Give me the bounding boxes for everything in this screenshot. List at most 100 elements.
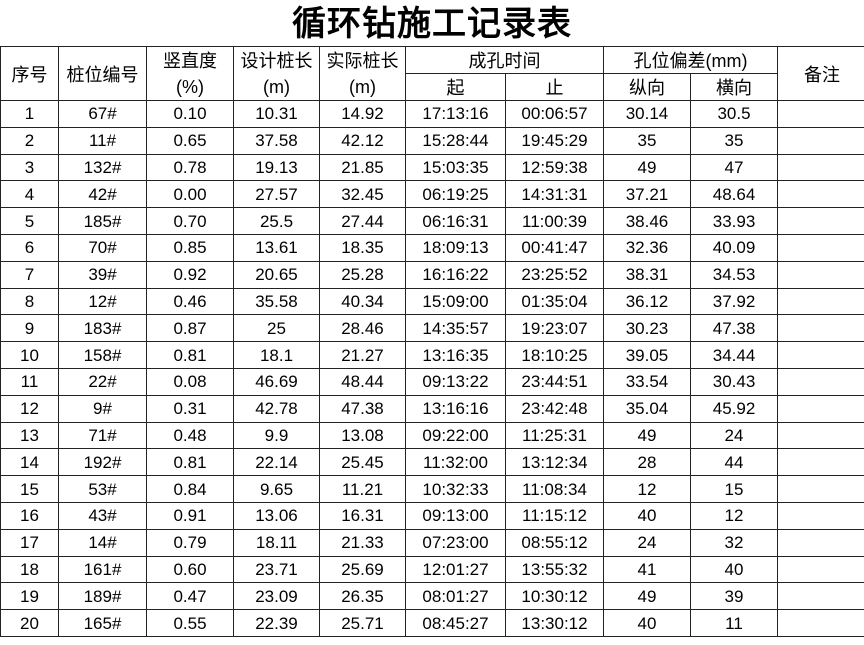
cell-transverse-dev[interactable]: 34.53 <box>689 260 779 289</box>
cell-design-length[interactable]: 18.11 <box>233 528 320 557</box>
cell-start-time[interactable]: 07:23:00 <box>405 528 506 557</box>
cell-pile-no[interactable]: 185# <box>58 207 147 235</box>
cell-start-time[interactable]: 15:09:00 <box>405 287 506 316</box>
cell-end-time[interactable]: 19:45:29 <box>505 126 604 155</box>
cell-remarks[interactable] <box>777 448 864 477</box>
cell-actual-length[interactable]: 16.31 <box>319 501 406 530</box>
cell-pile-no[interactable]: 53# <box>58 475 147 503</box>
cell-actual-length[interactable]: 21.85 <box>319 153 406 182</box>
cell-remarks[interactable] <box>777 126 864 155</box>
cell-longitudinal-dev[interactable]: 38.46 <box>603 207 691 235</box>
cell-start-time[interactable]: 15:28:44 <box>405 126 506 155</box>
cell-longitudinal-dev[interactable]: 30.23 <box>603 314 691 343</box>
cell-verticality[interactable]: 0.87 <box>146 314 234 343</box>
cell-remarks[interactable] <box>777 475 864 503</box>
cell-design-length[interactable]: 9.65 <box>233 475 320 503</box>
cell-design-length[interactable]: 19.13 <box>233 153 320 182</box>
cell-transverse-dev[interactable]: 40.09 <box>689 233 779 262</box>
cell-remarks[interactable] <box>777 100 864 128</box>
cell-remarks[interactable] <box>777 394 864 423</box>
cell-verticality[interactable]: 0.00 <box>146 180 234 209</box>
cell-start-time[interactable]: 13:16:35 <box>405 341 506 369</box>
cell-index[interactable]: 2 <box>0 126 59 155</box>
cell-index[interactable]: 14 <box>0 448 59 477</box>
cell-remarks[interactable] <box>777 260 864 289</box>
cell-remarks[interactable] <box>777 314 864 343</box>
cell-longitudinal-dev[interactable]: 24 <box>603 528 691 557</box>
cell-end-time[interactable]: 01:35:04 <box>505 287 604 316</box>
cell-pile-no[interactable]: 11# <box>58 126 147 155</box>
cell-pile-no[interactable]: 71# <box>58 421 147 450</box>
cell-start-time[interactable]: 09:22:00 <box>405 421 506 450</box>
cell-pile-no[interactable]: 165# <box>58 609 147 637</box>
cell-actual-length[interactable]: 25.71 <box>319 609 406 637</box>
cell-index[interactable]: 3 <box>0 153 59 182</box>
cell-longitudinal-dev[interactable]: 32.36 <box>603 233 691 262</box>
cell-remarks[interactable] <box>777 501 864 530</box>
cell-index[interactable]: 18 <box>0 555 59 584</box>
cell-pile-no[interactable]: 183# <box>58 314 147 343</box>
cell-start-time[interactable]: 09:13:00 <box>405 501 506 530</box>
cell-design-length[interactable]: 46.69 <box>233 367 320 396</box>
cell-start-time[interactable]: 15:03:35 <box>405 153 506 182</box>
cell-transverse-dev[interactable]: 44 <box>689 448 779 477</box>
cell-remarks[interactable] <box>777 582 864 611</box>
cell-start-time[interactable]: 13:16:16 <box>405 394 506 423</box>
cell-end-time[interactable]: 08:55:12 <box>505 528 604 557</box>
cell-actual-length[interactable]: 27.44 <box>319 207 406 235</box>
cell-remarks[interactable] <box>777 207 864 235</box>
cell-start-time[interactable]: 10:32:33 <box>405 475 506 503</box>
cell-transverse-dev[interactable]: 40 <box>689 555 779 584</box>
cell-index[interactable]: 16 <box>0 501 59 530</box>
cell-verticality[interactable]: 0.85 <box>146 233 234 262</box>
cell-transverse-dev[interactable]: 45.92 <box>689 394 779 423</box>
cell-index[interactable]: 15 <box>0 475 59 503</box>
cell-transverse-dev[interactable]: 30.43 <box>689 367 779 396</box>
cell-remarks[interactable] <box>777 287 864 316</box>
cell-verticality[interactable]: 0.84 <box>146 475 234 503</box>
cell-pile-no[interactable]: 9# <box>58 394 147 423</box>
cell-end-time[interactable]: 23:25:52 <box>505 260 604 289</box>
cell-start-time[interactable]: 18:09:13 <box>405 233 506 262</box>
cell-transverse-dev[interactable]: 34.44 <box>689 341 779 369</box>
cell-actual-length[interactable]: 26.35 <box>319 582 406 611</box>
cell-design-length[interactable]: 25 <box>233 314 320 343</box>
cell-remarks[interactable] <box>777 233 864 262</box>
cell-pile-no[interactable]: 14# <box>58 528 147 557</box>
cell-transverse-dev[interactable]: 24 <box>689 421 779 450</box>
cell-verticality[interactable]: 0.78 <box>146 153 234 182</box>
cell-transverse-dev[interactable]: 37.92 <box>689 287 779 316</box>
cell-end-time[interactable]: 14:31:31 <box>505 180 604 209</box>
cell-design-length[interactable]: 22.14 <box>233 448 320 477</box>
cell-verticality[interactable]: 0.81 <box>146 341 234 369</box>
cell-verticality[interactable]: 0.48 <box>146 421 234 450</box>
cell-pile-no[interactable]: 192# <box>58 448 147 477</box>
cell-index[interactable]: 6 <box>0 233 59 262</box>
cell-index[interactable]: 12 <box>0 394 59 423</box>
cell-longitudinal-dev[interactable]: 12 <box>603 475 691 503</box>
cell-pile-no[interactable]: 161# <box>58 555 147 584</box>
cell-design-length[interactable]: 13.61 <box>233 233 320 262</box>
cell-pile-no[interactable]: 42# <box>58 180 147 209</box>
cell-start-time[interactable]: 17:13:16 <box>405 100 506 128</box>
cell-end-time[interactable]: 13:55:32 <box>505 555 604 584</box>
cell-actual-length[interactable]: 40.34 <box>319 287 406 316</box>
cell-remarks[interactable] <box>777 421 864 450</box>
cell-transverse-dev[interactable]: 35 <box>689 126 779 155</box>
cell-start-time[interactable]: 16:16:22 <box>405 260 506 289</box>
cell-start-time[interactable]: 06:16:31 <box>405 207 506 235</box>
cell-longitudinal-dev[interactable]: 38.31 <box>603 260 691 289</box>
cell-index[interactable]: 8 <box>0 287 59 316</box>
cell-transverse-dev[interactable]: 32 <box>689 528 779 557</box>
cell-verticality[interactable]: 0.10 <box>146 100 234 128</box>
cell-longitudinal-dev[interactable]: 33.54 <box>603 367 691 396</box>
cell-start-time[interactable]: 08:01:27 <box>405 582 506 611</box>
cell-verticality[interactable]: 0.47 <box>146 582 234 611</box>
cell-design-length[interactable]: 25.5 <box>233 207 320 235</box>
cell-design-length[interactable]: 18.1 <box>233 341 320 369</box>
cell-start-time[interactable]: 11:32:00 <box>405 448 506 477</box>
cell-start-time[interactable]: 09:13:22 <box>405 367 506 396</box>
cell-end-time[interactable]: 18:10:25 <box>505 341 604 369</box>
cell-actual-length[interactable]: 32.45 <box>319 180 406 209</box>
cell-longitudinal-dev[interactable]: 49 <box>603 421 691 450</box>
